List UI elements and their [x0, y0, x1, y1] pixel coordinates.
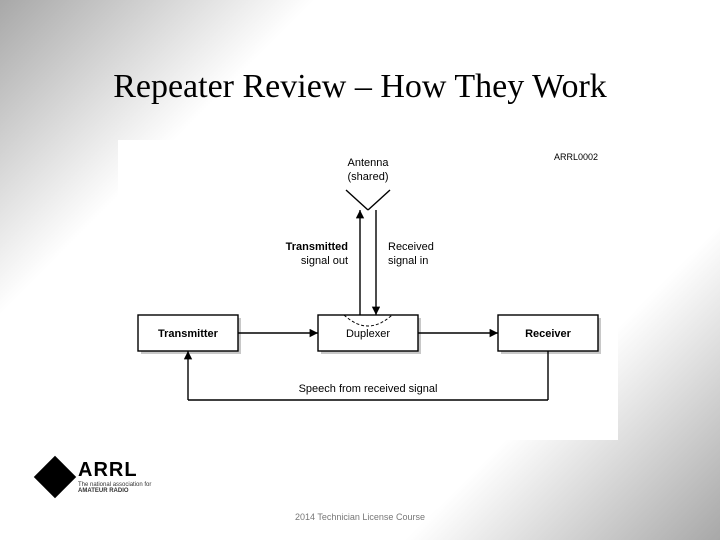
slide: Repeater Review – How They Work ARRL0002…	[0, 0, 720, 540]
arrl-sub2-label: AMATEUR RADIO	[78, 488, 151, 494]
slide-title: Repeater Review – How They Work	[0, 68, 720, 106]
diagram-ref: ARRL0002	[554, 152, 598, 162]
tx-out-2: signal out	[301, 255, 348, 267]
tx-out-1: Transmitted	[286, 241, 348, 253]
antenna-left	[346, 190, 368, 210]
antenna-label-2: (shared)	[348, 171, 389, 183]
arrl-logo-text: ARRL The national association for AMATEU…	[78, 459, 151, 494]
footer-text: 2014 Technician License Course	[0, 512, 720, 522]
rx-in-2: signal in	[388, 255, 428, 267]
arrl-main-label: ARRL	[78, 459, 151, 482]
transmitter-label: Transmitter	[158, 328, 219, 340]
speech-label: Speech from received signal	[299, 383, 438, 395]
receiver-label: Receiver	[525, 328, 572, 340]
arrl-diamond-icon	[34, 455, 76, 497]
repeater-diagram: ARRL0002 Antenna (shared) Transmitted signal…	[118, 140, 618, 440]
antenna-right	[368, 190, 390, 210]
antenna-label-1: Antenna	[348, 157, 390, 169]
arrl-logo: ARRL The national association for AMATEU…	[40, 459, 151, 494]
duplexer-label: Duplexer	[346, 328, 390, 340]
diagram-svg: ARRL0002 Antenna (shared) Transmitted signal…	[118, 140, 618, 440]
rx-in-1: Received	[388, 241, 434, 253]
